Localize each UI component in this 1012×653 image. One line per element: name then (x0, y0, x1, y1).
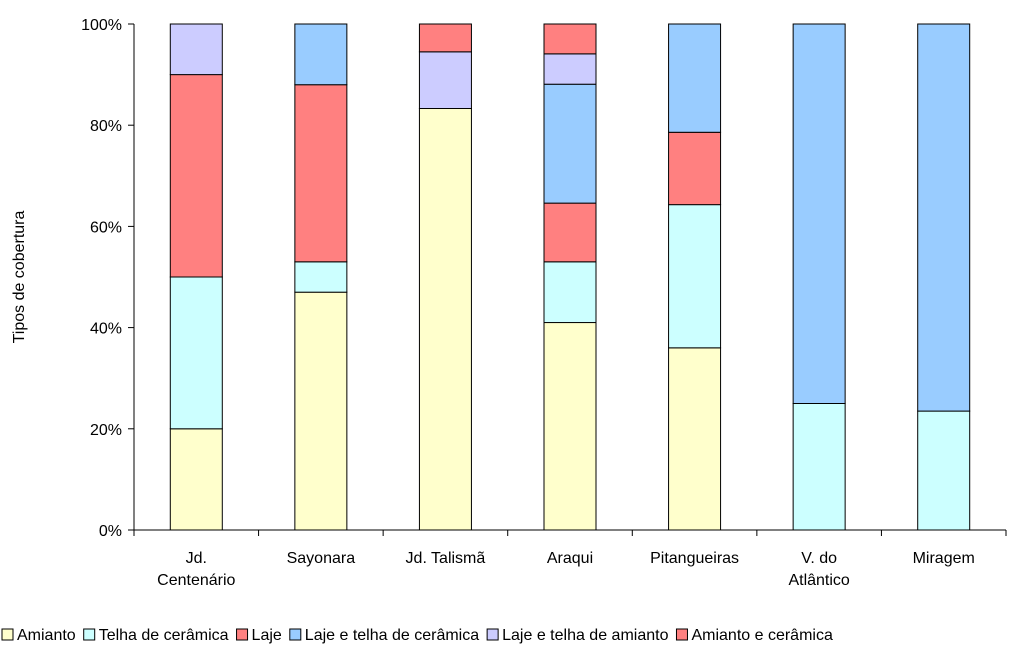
bar-segment-5-series-1 (668, 347, 722, 531)
bar-segment-1-series-1 (169, 428, 223, 531)
legend-swatch (675, 628, 688, 641)
axes-group (133, 24, 1007, 536)
category-label: Sayonara (287, 550, 356, 567)
category-label: Pitangueiras (650, 550, 739, 567)
bar-segment-4-series-5 (543, 53, 597, 85)
bar-segment-6-series-2 (792, 403, 846, 531)
legend-swatch (486, 628, 499, 641)
legend-label: Telha de cerâmica (99, 627, 229, 644)
legend-label: Amianto (17, 627, 76, 644)
bar-segment-3-series-6 (418, 23, 472, 53)
bar-segment-1-series-2 (169, 276, 223, 430)
bars-group (169, 23, 971, 531)
legend-swatch (289, 628, 302, 641)
bar-segment-3-series-5 (418, 51, 472, 109)
category-label: Araqui (547, 550, 593, 567)
bar-segment-4-series-6 (543, 23, 597, 55)
legend-swatch (1, 628, 14, 641)
bar-segment-2-series-1 (294, 291, 348, 531)
bar-segment-1-series-5 (169, 23, 223, 76)
bar-segment-7-series-2 (917, 410, 971, 531)
legend-swatch (83, 628, 96, 641)
bar-segment-2-series-2 (294, 261, 348, 293)
category-label: Jd. Talismã (406, 550, 486, 567)
bar-segment-4-series-3 (543, 202, 597, 263)
bar-segment-4-series-1 (543, 322, 597, 531)
category-labels-group: Jd. Centenário Sayonara Jd. Talismã Araqui Pi… (157, 550, 975, 589)
legend-label: Amianto e cerâmica (691, 627, 832, 644)
bar-segment-1-series-3 (169, 74, 223, 278)
y-ticks-group: 0% 20% 40% 60% 80% 100% (81, 17, 134, 540)
y-tick-label: 100% (81, 17, 122, 34)
bar-segment-5-series-2 (668, 204, 722, 349)
legend-swatch (236, 628, 249, 641)
y-tick-label: 80% (90, 118, 122, 135)
category-label: Miragem (913, 550, 975, 567)
legend: Amianto Telha de cerâmica Laje Laje e telha… (1, 627, 833, 644)
bar-segment-4-series-4 (543, 83, 597, 204)
category-label: V. do Atlântico (788, 550, 849, 589)
y-axis-title: Tipos de cobertura (11, 210, 28, 343)
bar-segment-6-series-4 (792, 23, 846, 404)
y-tick-label: 60% (90, 219, 122, 236)
bar-segment-3-series-1 (418, 108, 472, 531)
category-label: Jd. Centenário (157, 550, 235, 589)
y-tick-label: 0% (99, 523, 122, 540)
bar-segment-2-series-3 (294, 84, 348, 263)
bar-segment-5-series-3 (668, 131, 722, 206)
y-tick-label: 20% (90, 422, 122, 439)
legend-label: Laje e telha de amianto (502, 627, 668, 644)
legend-label: Laje (252, 627, 282, 644)
legend-label: Laje e telha de cerâmica (305, 627, 479, 644)
bar-segment-4-series-2 (543, 261, 597, 324)
y-tick-label: 40% (90, 321, 122, 338)
bar-segment-2-series-4 (294, 23, 348, 86)
bar-segment-7-series-4 (917, 23, 971, 412)
bar-segment-5-series-4 (668, 23, 722, 133)
